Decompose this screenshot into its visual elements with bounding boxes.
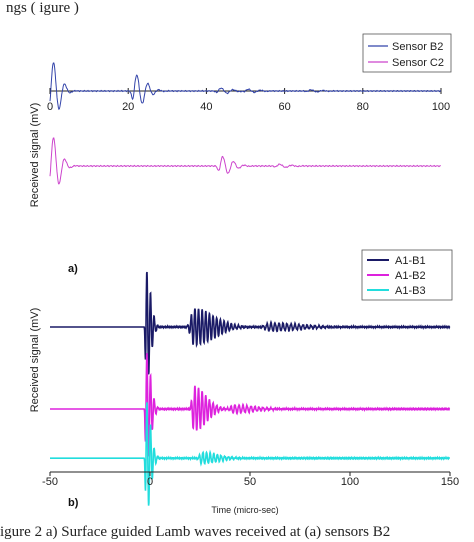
figure-caption: igure 2 a) Surface guided Lamb waves rec… — [0, 524, 390, 540]
x-tick-label: 150 — [441, 476, 459, 488]
chart-b: -50 0 50 100 150 Received signal (mV) Time (… — [29, 249, 459, 515]
x-tick-label: 60 — [278, 101, 290, 113]
x-tick-label: 0 — [47, 101, 53, 113]
x-tick-label: 50 — [244, 476, 256, 488]
x-axis-label-b: Time (micro-sec) — [211, 505, 278, 515]
series-a — [49, 62, 442, 185]
x-tick-label: -50 — [42, 476, 58, 488]
chart-a: 0 20 40 60 80 100 Received signal (mV) a) Sen… — [29, 33, 452, 275]
x-tick-label: 40 — [200, 101, 212, 113]
x-tick-labels-b: -50 0 50 100 150 — [42, 472, 459, 488]
series-line-a1-b1 — [50, 271, 451, 375]
legend-label-sensor-b2: Sensor B2 — [392, 41, 443, 53]
x-tick-label: 100 — [341, 476, 359, 488]
legend-label-a1-b3: A1-B3 — [395, 285, 426, 297]
series-line-a1-b3 — [50, 402, 450, 506]
top-text: ngs ( igure ) — [6, 0, 79, 16]
legend-a: Sensor B2 Sensor C2 — [362, 33, 452, 73]
legend-label-a1-b1: A1-B1 — [395, 255, 426, 267]
x-tick-label: 80 — [357, 101, 369, 113]
y-axis-label-a: Received signal (mV) — [29, 103, 41, 208]
x-tick-label: 0 — [147, 476, 153, 488]
legend-label-sensor-c2: Sensor C2 — [392, 57, 444, 69]
series-line-a1-b2 — [50, 353, 451, 457]
legend-box-a — [362, 33, 452, 73]
y-axis-label-b: Received signal (mV) — [29, 308, 41, 413]
series-b — [50, 271, 451, 506]
x-tick-labels-a: 0 20 40 60 80 100 — [47, 88, 450, 113]
legend-label-a1-b2: A1-B2 — [395, 270, 426, 282]
legend-b: A1-B1 A1-B2 A1-B3 — [361, 249, 453, 301]
series-line-sensor-c2 — [49, 137, 442, 185]
panel-label-b: b) — [68, 497, 79, 509]
series-line-sensor-b2 — [49, 62, 442, 111]
x-tick-label: 20 — [122, 101, 134, 113]
panel-label-a: a) — [68, 263, 78, 275]
x-tick-label: 100 — [432, 101, 450, 113]
